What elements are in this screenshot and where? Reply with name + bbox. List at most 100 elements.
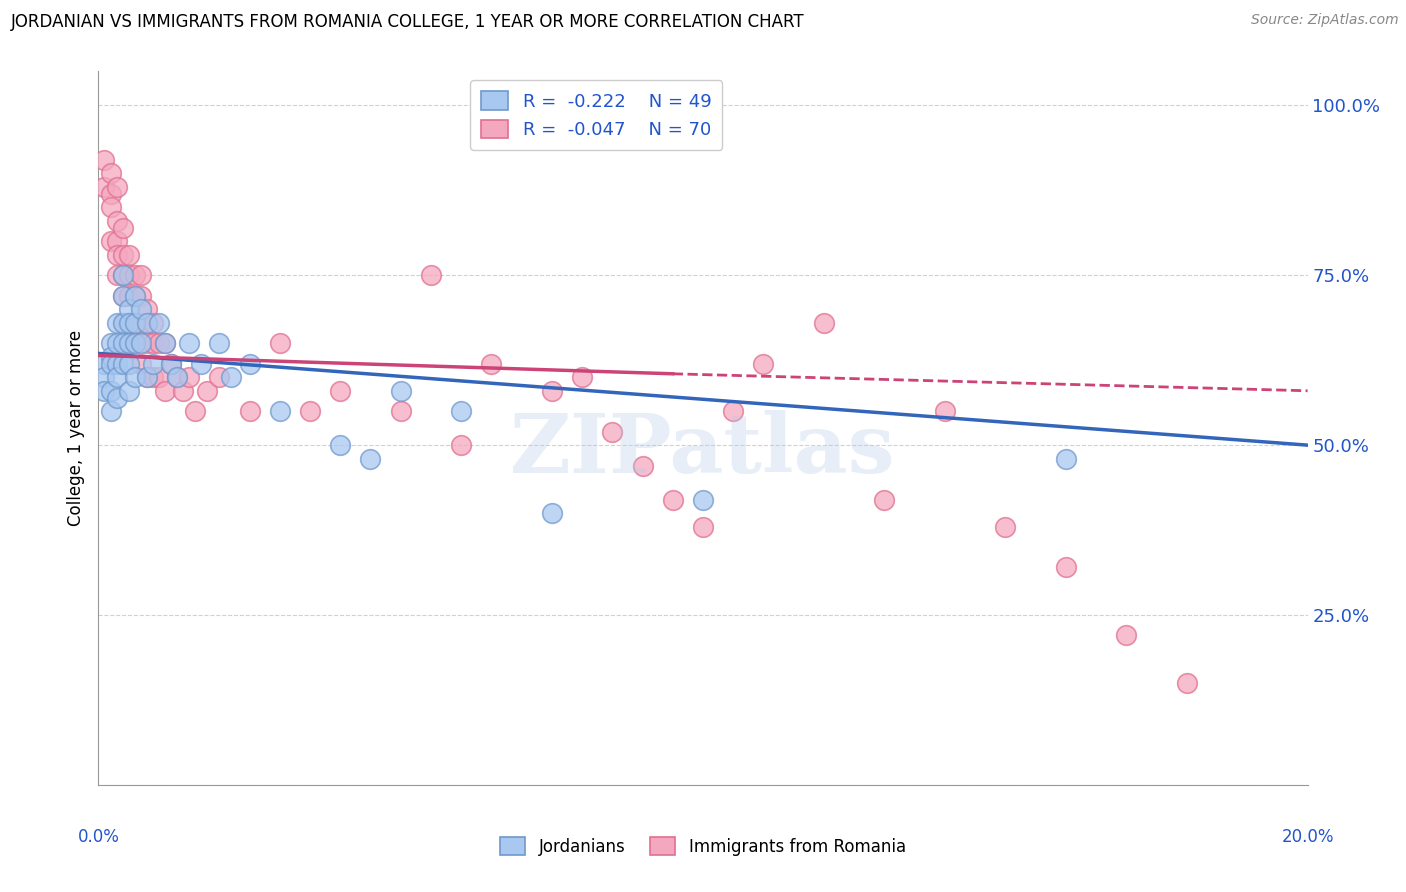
Point: [329, 438, 352, 452]
Point: [221, 370, 243, 384]
Point: [873, 492, 896, 507]
Point: [100, 350, 122, 364]
Point: [105, 316, 128, 330]
Point: [124, 288, 146, 302]
Text: ZIPatlas: ZIPatlas: [510, 409, 896, 490]
Point: [450, 404, 472, 418]
Point: [111, 268, 134, 283]
Point: [299, 404, 322, 418]
Point: [124, 268, 146, 283]
Point: [752, 357, 775, 371]
Point: [135, 336, 157, 351]
Point: [135, 302, 157, 317]
Point: [105, 248, 128, 262]
Point: [360, 451, 382, 466]
Text: 0.0%: 0.0%: [77, 828, 120, 846]
Point: [1054, 451, 1077, 466]
Point: [111, 288, 134, 302]
Point: [135, 316, 157, 330]
Point: [160, 357, 183, 371]
Text: JORDANIAN VS IMMIGRANTS FROM ROMANIA COLLEGE, 1 YEAR OR MORE CORRELATION CHART: JORDANIAN VS IMMIGRANTS FROM ROMANIA COL…: [11, 13, 804, 31]
Point: [129, 336, 152, 351]
Point: [118, 316, 141, 330]
Point: [571, 370, 593, 384]
Point: [540, 384, 562, 398]
Point: [100, 166, 122, 180]
Point: [100, 234, 122, 248]
Point: [124, 316, 146, 330]
Point: [93, 153, 115, 167]
Point: [602, 425, 624, 439]
Point: [934, 404, 956, 418]
Point: [692, 492, 714, 507]
Point: [190, 357, 212, 371]
Point: [129, 288, 152, 302]
Point: [481, 357, 503, 371]
Legend: Jordanians, Immigrants from Romania: Jordanians, Immigrants from Romania: [494, 830, 912, 863]
Point: [135, 370, 157, 384]
Point: [93, 370, 115, 384]
Point: [129, 316, 152, 330]
Point: [148, 336, 170, 351]
Point: [172, 384, 194, 398]
Text: 20.0%: 20.0%: [1281, 828, 1334, 846]
Point: [269, 336, 291, 351]
Point: [239, 357, 262, 371]
Point: [100, 384, 122, 398]
Point: [129, 357, 152, 371]
Point: [1175, 676, 1198, 690]
Point: [93, 384, 115, 398]
Point: [813, 316, 835, 330]
Point: [142, 357, 165, 371]
Point: [208, 336, 231, 351]
Point: [124, 370, 146, 384]
Point: [111, 288, 134, 302]
Point: [179, 336, 201, 351]
Point: [118, 384, 141, 398]
Point: [129, 268, 152, 283]
Point: [142, 336, 165, 351]
Point: [111, 316, 134, 330]
Point: [100, 336, 122, 351]
Point: [661, 492, 683, 507]
Point: [148, 370, 170, 384]
Point: [118, 288, 141, 302]
Point: [329, 384, 352, 398]
Point: [1115, 628, 1137, 642]
Point: [105, 391, 128, 405]
Point: [135, 370, 157, 384]
Point: [142, 316, 165, 330]
Point: [129, 302, 152, 317]
Point: [118, 302, 141, 317]
Point: [142, 370, 165, 384]
Point: [118, 268, 141, 283]
Point: [1054, 560, 1077, 574]
Point: [124, 316, 146, 330]
Point: [166, 370, 188, 384]
Point: [389, 384, 412, 398]
Point: [692, 519, 714, 533]
Point: [105, 336, 128, 351]
Point: [118, 316, 141, 330]
Point: [420, 268, 443, 283]
Point: [100, 404, 122, 418]
Point: [450, 438, 472, 452]
Point: [93, 357, 115, 371]
Point: [118, 248, 141, 262]
Point: [100, 200, 122, 214]
Point: [994, 519, 1017, 533]
Point: [166, 370, 188, 384]
Point: [118, 357, 141, 371]
Point: [105, 357, 128, 371]
Point: [111, 316, 134, 330]
Point: [148, 316, 170, 330]
Point: [631, 458, 654, 473]
Point: [111, 248, 134, 262]
Point: [111, 268, 134, 283]
Point: [179, 370, 201, 384]
Y-axis label: College, 1 year or more: College, 1 year or more: [66, 330, 84, 526]
Text: Source: ZipAtlas.com: Source: ZipAtlas.com: [1251, 13, 1399, 28]
Point: [135, 316, 157, 330]
Point: [111, 357, 134, 371]
Point: [93, 180, 115, 194]
